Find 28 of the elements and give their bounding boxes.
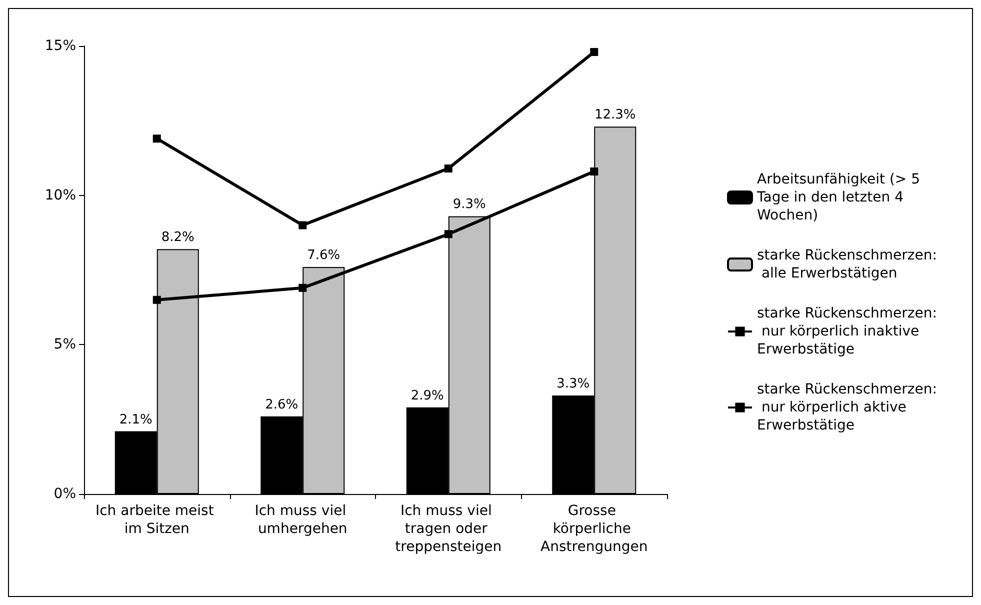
- y-tick-label: 15%: [44, 38, 76, 54]
- x-tick-label: Ich muss viel tragen oder treppensteigen: [395, 503, 502, 555]
- data-label: 3.3%: [556, 376, 590, 392]
- y-tick-label: 0%: [54, 486, 76, 502]
- data-label: 9.3%: [452, 197, 486, 212]
- point: [590, 167, 598, 176]
- data-label: 7.6%: [307, 248, 340, 264]
- point: [444, 230, 452, 238]
- legend-label: starke Rückenschmerzen: nur körperlich aktive Erwerbstätige: [757, 382, 937, 434]
- x-tick-label: Grosse körperliche Anstrengungen: [540, 503, 648, 555]
- point: [590, 48, 598, 56]
- point: [298, 221, 307, 230]
- legend-label: starke Rückenschmerzen: alle Erwerbstätigen: [757, 248, 937, 282]
- point: [152, 296, 161, 304]
- y-tick-label: 10%: [44, 187, 76, 204]
- legend-label: Arbeitsunfähigkeit (> 5 Tage in den letzten 4 Wochen): [756, 172, 924, 224]
- point: [444, 164, 452, 172]
- y-tick-label: 5%: [54, 336, 76, 353]
- point: [298, 284, 307, 292]
- x-tick-label: Ich arbeite meist im Sitzen: [95, 503, 218, 537]
- data-label: 12.3%: [594, 108, 636, 123]
- data-label: 2.1%: [119, 412, 152, 428]
- legend-label: starke Rückenschmerzen: nur körperlich inaktive Erwerbstätige: [757, 306, 937, 358]
- point: [152, 134, 161, 143]
- data-label: 8.2%: [161, 230, 194, 246]
- data-label: 2.6%: [265, 397, 298, 412]
- data-label: 2.9%: [410, 388, 444, 404]
- x-tick-label: Ich muss viel umhergehen: [254, 503, 351, 537]
